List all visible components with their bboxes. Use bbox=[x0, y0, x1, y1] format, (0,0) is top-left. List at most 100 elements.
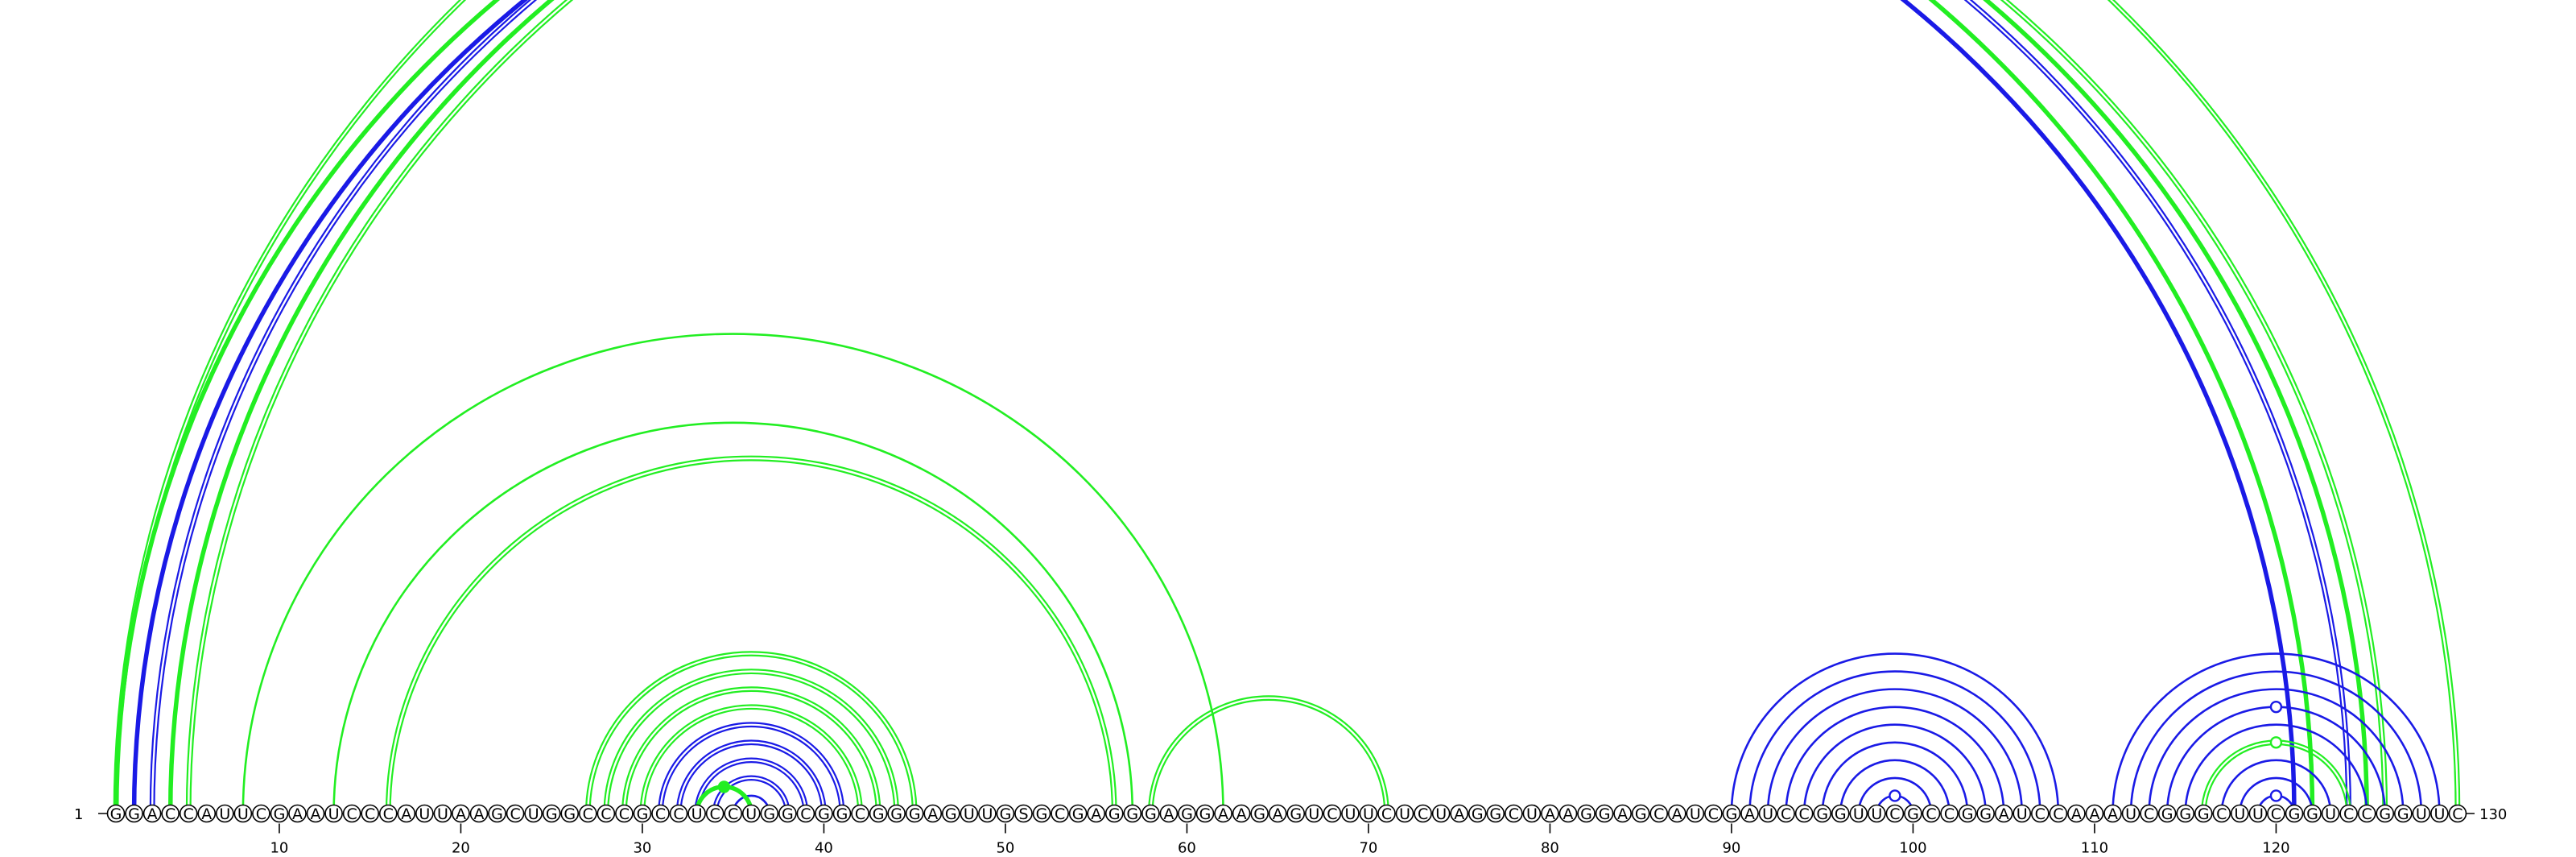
nucleotide-letter: C bbox=[2216, 805, 2227, 823]
nucleotide: A bbox=[306, 804, 325, 823]
nucleotide-letter: A bbox=[1563, 805, 1574, 823]
base-pair-arc bbox=[2148, 688, 2405, 814]
nucleotide: C bbox=[161, 804, 180, 823]
base-pair-arc bbox=[1802, 723, 1987, 814]
nucleotide: C bbox=[578, 804, 597, 823]
nucleotide-letter: C bbox=[1055, 805, 1065, 823]
nucleotide: G bbox=[542, 804, 561, 823]
nucleotide-letter: C bbox=[383, 805, 394, 823]
nucleotide: G bbox=[1286, 804, 1306, 823]
tick-label: 100 bbox=[1899, 840, 1926, 857]
nucleotide-letter: C bbox=[1418, 805, 1428, 823]
position-tick: 40 bbox=[815, 823, 833, 857]
nucleotide: A bbox=[142, 804, 162, 823]
nucleotide: G bbox=[1577, 804, 1596, 823]
nucleotide-letter: C bbox=[800, 805, 811, 823]
nucleotide-letter: A bbox=[1091, 805, 1101, 823]
nucleotide: C bbox=[2031, 804, 2050, 823]
nucleotide-letter: U bbox=[1363, 805, 1374, 823]
nucleotide: C bbox=[1649, 804, 1669, 823]
tick-label: 120 bbox=[2262, 840, 2289, 857]
nucleotide: A bbox=[288, 804, 307, 823]
nucleotide-letter: A bbox=[2107, 805, 2118, 823]
nucleotide: U bbox=[524, 804, 543, 823]
nucleotide: S bbox=[1014, 804, 1033, 823]
nucleotide-letter: C bbox=[1926, 805, 1936, 823]
nucleotide: G bbox=[1904, 804, 1922, 823]
base-pair-arc bbox=[658, 722, 845, 814]
arc-apex-marker bbox=[1889, 789, 1901, 802]
nucleotide: U bbox=[687, 804, 706, 823]
nucleotide-letter: C bbox=[2035, 805, 2046, 823]
nucleotide: A bbox=[1159, 804, 1179, 823]
nucleotide-letter: G bbox=[1036, 805, 1048, 823]
nucleotide-letter: C bbox=[855, 805, 865, 823]
nucleotide: C bbox=[2339, 804, 2358, 823]
nucleotide-letter: C bbox=[728, 805, 738, 823]
nucleotide-letter: C bbox=[1889, 805, 1900, 823]
nucleotide-letter: C bbox=[1381, 805, 1392, 823]
nucleotide-letter: G bbox=[945, 805, 957, 823]
nucleotide: C bbox=[2267, 804, 2285, 823]
nucleotide: C bbox=[1704, 804, 1723, 823]
nucleotide-letter: G bbox=[1580, 805, 1592, 823]
nucleotide-letter: G bbox=[1816, 805, 1828, 823]
nucleotide-letter: G bbox=[546, 805, 558, 823]
tick-label: 10 bbox=[270, 840, 288, 857]
nucleotide-letter: A bbox=[1744, 805, 1755, 823]
nucleotide-letter: U bbox=[1435, 805, 1447, 823]
nucleotide: U bbox=[1395, 804, 1414, 823]
nucleotide-letter: U bbox=[1871, 805, 1882, 823]
position-tick: 10 bbox=[270, 823, 288, 857]
nucleotide-letter: U bbox=[2017, 805, 2028, 823]
nucleotide: A bbox=[2067, 804, 2086, 823]
nucleotide: U bbox=[1758, 804, 1777, 823]
nucleotide: G bbox=[2285, 804, 2304, 823]
nucleotide: G bbox=[760, 804, 779, 823]
nucleotide: U bbox=[1868, 804, 1886, 823]
base-pair-arc bbox=[1785, 706, 2005, 814]
nucleotide-letter: C bbox=[583, 805, 593, 823]
nucleotide: G bbox=[1631, 804, 1650, 823]
nucleotide-letter: C bbox=[2271, 805, 2281, 823]
nucleotide-letter: C bbox=[1799, 805, 1810, 823]
nucleotide: C bbox=[1505, 804, 1523, 823]
base-pair-arc bbox=[185, 0, 2388, 814]
tick-label: 90 bbox=[1722, 840, 1740, 857]
nucleotide-letter: G bbox=[818, 805, 830, 823]
nucleotide: C bbox=[724, 804, 743, 823]
nucleotide: C bbox=[1794, 804, 1814, 823]
nucleotide-letter: C bbox=[1781, 805, 1791, 823]
nucleotide: G bbox=[1068, 804, 1088, 823]
nucleotide: A bbox=[1613, 804, 1632, 823]
nucleotide: U bbox=[960, 804, 979, 823]
base-pair-arc bbox=[603, 669, 900, 814]
nucleotide-letter: A bbox=[401, 805, 411, 823]
nucleotide-letter: U bbox=[419, 805, 430, 823]
nucleotide: U bbox=[2231, 804, 2249, 823]
nucleotide-letter: U bbox=[1399, 805, 1410, 823]
nucleotide-letter: U bbox=[528, 805, 539, 823]
position-tick: 120 bbox=[2262, 823, 2290, 857]
position-tick: 60 bbox=[1178, 823, 1196, 857]
nucleotide: C bbox=[851, 804, 869, 823]
nucleotide-letter: C bbox=[365, 805, 375, 823]
nucleotide: C bbox=[361, 804, 380, 823]
nucleotide-letter: C bbox=[2144, 805, 2154, 823]
nucleotide-letter: U bbox=[2325, 805, 2336, 823]
nucleotide-letter: A bbox=[201, 805, 212, 823]
nucleotide: A bbox=[1740, 804, 1759, 823]
nucleotide-letter: C bbox=[1509, 805, 1519, 823]
nucleotide: A bbox=[469, 804, 489, 823]
nucleotide-letter: G bbox=[909, 805, 921, 823]
nucleotide-letter: A bbox=[1163, 805, 1174, 823]
nucleotide: A bbox=[1268, 804, 1287, 823]
base-pair-arc bbox=[2184, 723, 2368, 814]
nucleotide-letter: U bbox=[691, 805, 703, 823]
base-pair-arc bbox=[712, 775, 791, 814]
nucleotide: A bbox=[2085, 804, 2104, 823]
nucleotide: C bbox=[506, 804, 525, 823]
nucleotide-letter: A bbox=[456, 805, 466, 823]
nucleotide-letter: A bbox=[1545, 805, 1555, 823]
